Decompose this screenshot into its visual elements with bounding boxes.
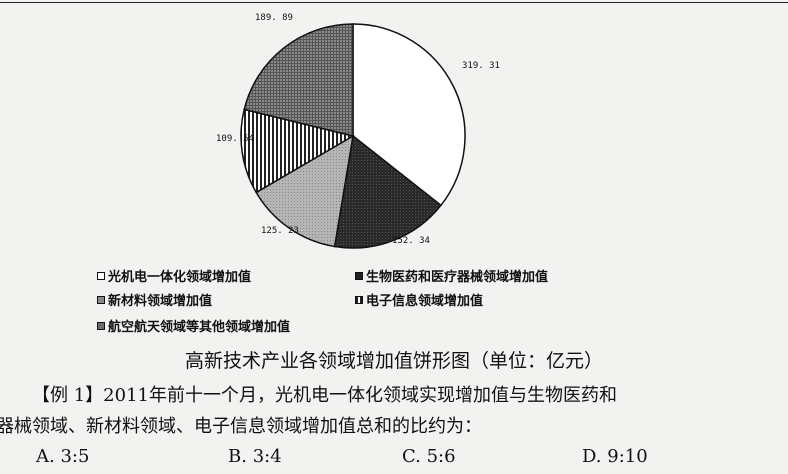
legend-label: 新材料领域增加值 — [108, 294, 213, 309]
pie-data-label: 152. 34 — [392, 236, 430, 246]
pie-data-label: 125. 23 — [261, 226, 299, 236]
pie-svg: 319. 31 152. 34 125. 23 109. 54 189. 89 — [216, 13, 500, 249]
legend-item-aerospace-other: 航空航天领域等其他领域增加值 — [97, 316, 290, 335]
pie-data-label: 189. 89 — [255, 13, 293, 23]
pie-data-label: 319. 31 — [462, 61, 500, 71]
legend-label: 生物医药和医疗器械领域增加值 — [366, 270, 549, 285]
option-c[interactable]: C. 5:6 — [402, 446, 456, 467]
option-text: 5:6 — [426, 446, 456, 467]
pie-slice-biomedicine — [333, 134, 443, 249]
question-line-1: 【例 1】2011年前十一个月，光机电一体化领域实现增加值与生物医药和 — [32, 385, 617, 406]
option-letter: B. — [228, 446, 247, 467]
legend-label: 电子信息领域增加值 — [366, 294, 484, 309]
legend-item-opto-mechatronics: 光机电一体化领域增加值 — [97, 266, 251, 285]
legend-item-new-materials: 新材料领域增加值 — [97, 290, 212, 309]
option-letter: D. — [582, 446, 602, 467]
legend-label: 光机电一体化领域增加值 — [108, 270, 252, 285]
option-d[interactable]: D. 9:10 — [582, 446, 648, 467]
legend-swatch-white — [97, 271, 105, 280]
pie-data-label: 109. 54 — [216, 134, 254, 144]
option-text: 9:10 — [607, 446, 648, 467]
legend-label: 航空航天领域等其他领域增加值 — [108, 320, 291, 335]
legend-swatch-black — [355, 271, 363, 280]
question-line-2: 器械领域、新材料领域、电子信息领域增加值总和的比约为： — [0, 416, 482, 437]
option-text: 3:4 — [252, 446, 282, 467]
legend-swatch-dark-grey — [97, 321, 105, 330]
legend-swatch-grid — [97, 295, 105, 304]
top-rule — [0, 2, 788, 3]
pie-chart: 319. 31 152. 34 125. 23 109. 54 189. 89 — [216, 13, 500, 249]
pie-slice-new-materials — [255, 134, 355, 248]
legend-item-biomedicine: 生物医药和医疗器械领域增加值 — [355, 266, 548, 285]
option-letter: C. — [402, 446, 421, 467]
option-b[interactable]: B. 3:4 — [228, 446, 282, 467]
option-a[interactable]: A. 3:5 — [36, 446, 89, 467]
legend-swatch-vstripe — [355, 295, 363, 304]
chart-title: 高新技术产业各领域增加值饼形图（单位：亿元） — [184, 350, 603, 372]
legend-item-electronics: 电子信息领域增加值 — [355, 290, 483, 309]
option-letter: A. — [36, 446, 55, 467]
pie-slice-aerospace-other — [243, 23, 354, 137]
option-text: 3:5 — [60, 446, 90, 467]
pie-slice-opto-mechatronics — [352, 23, 466, 207]
pie-slice-electronics — [240, 108, 355, 194]
